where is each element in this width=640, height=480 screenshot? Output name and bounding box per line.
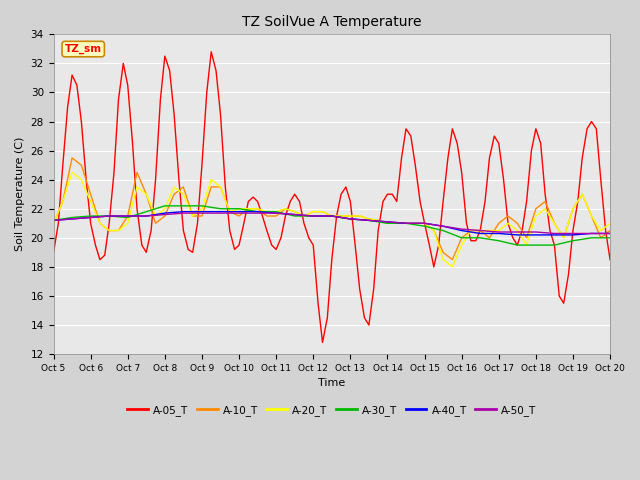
- Text: TZ_sm: TZ_sm: [65, 44, 102, 54]
- Title: TZ SoilVue A Temperature: TZ SoilVue A Temperature: [242, 15, 422, 29]
- X-axis label: Time: Time: [318, 378, 346, 388]
- Legend: A-05_T, A-10_T, A-20_T, A-30_T, A-40_T, A-50_T: A-05_T, A-10_T, A-20_T, A-30_T, A-40_T, …: [123, 401, 541, 420]
- Y-axis label: Soil Temperature (C): Soil Temperature (C): [15, 137, 25, 252]
